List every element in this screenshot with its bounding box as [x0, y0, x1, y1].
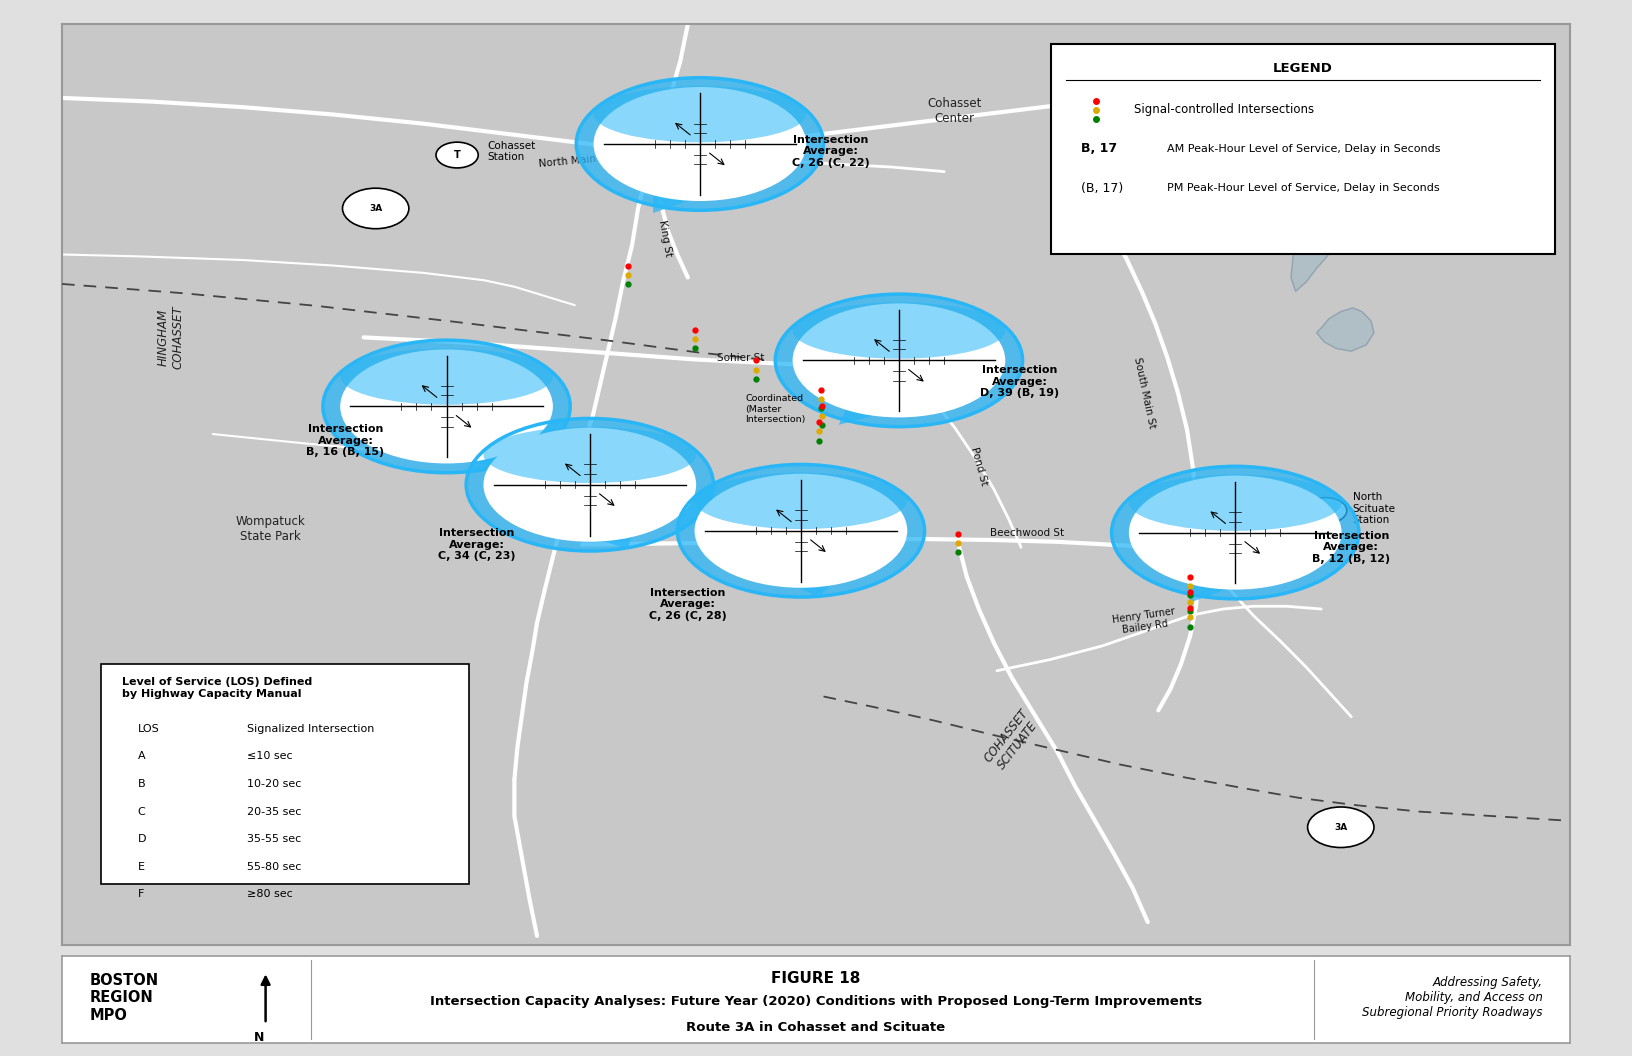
Text: Intersection
Average:
B, 16 (B, 15): Intersection Average: B, 16 (B, 15)	[307, 423, 385, 457]
Text: Intersection
Average:
D, 39 (B, 19): Intersection Average: D, 39 (B, 19)	[979, 365, 1059, 398]
Text: E: E	[137, 862, 144, 872]
Ellipse shape	[695, 473, 907, 529]
Text: King St: King St	[658, 219, 674, 257]
Text: Signalized Intersection: Signalized Intersection	[248, 723, 375, 734]
Ellipse shape	[1111, 467, 1359, 599]
Ellipse shape	[594, 86, 806, 143]
Circle shape	[436, 143, 478, 168]
Text: 3A: 3A	[369, 204, 382, 213]
Text: South Main St: South Main St	[1133, 356, 1157, 429]
Ellipse shape	[594, 87, 806, 201]
Circle shape	[1307, 807, 1374, 848]
Text: Cohasset
Station: Cohasset Station	[488, 140, 535, 163]
Ellipse shape	[1129, 475, 1342, 589]
Text: Pond St: Pond St	[969, 446, 989, 487]
Text: Henry Turner
Bailey Rd: Henry Turner Bailey Rd	[1111, 606, 1178, 636]
Text: AM Peak-Hour Level of Service, Delay in Seconds: AM Peak-Hour Level of Service, Delay in …	[1167, 144, 1441, 153]
Text: King St: King St	[594, 429, 610, 467]
Polygon shape	[754, 567, 849, 597]
Text: Intersection
Average:
C, 34 (C, 23): Intersection Average: C, 34 (C, 23)	[437, 528, 516, 561]
Text: FIGURE 18: FIGURE 18	[772, 970, 860, 986]
Ellipse shape	[677, 465, 925, 597]
Text: T: T	[454, 150, 460, 161]
Polygon shape	[653, 181, 747, 213]
Ellipse shape	[775, 294, 1023, 427]
Text: HINGHAM
COHASSET: HINGHAM COHASSET	[157, 305, 184, 370]
Text: 3A: 3A	[1333, 823, 1348, 832]
Ellipse shape	[339, 348, 553, 404]
Polygon shape	[1188, 569, 1283, 603]
Text: Coordinated
(Master
Intersection): Coordinated (Master Intersection)	[746, 395, 806, 425]
Text: LOS: LOS	[137, 723, 160, 734]
Text: Cohasset
Center: Cohasset Center	[927, 97, 982, 125]
FancyBboxPatch shape	[101, 664, 468, 884]
Ellipse shape	[483, 428, 697, 542]
Text: Intersection Capacity Analyses: Future Year (2020) Conditions with Proposed Long: Intersection Capacity Analyses: Future Y…	[429, 995, 1203, 1007]
Text: F: F	[137, 889, 144, 900]
Text: Level of Service (LOS) Defined
by Highway Capacity Manual: Level of Service (LOS) Defined by Highwa…	[122, 677, 313, 699]
Text: 10-20 sec: 10-20 sec	[248, 779, 302, 789]
Text: Beechwood St: Beechwood St	[991, 528, 1064, 538]
Polygon shape	[1291, 161, 1381, 291]
Ellipse shape	[323, 340, 570, 473]
FancyBboxPatch shape	[1051, 43, 1555, 254]
Text: A: A	[137, 752, 145, 761]
Text: North
Scituate
Station: North Scituate Station	[1353, 492, 1395, 525]
Text: Wompatuck
State Park: Wompatuck State Park	[235, 515, 305, 543]
Circle shape	[1304, 497, 1346, 524]
Text: Intersection
Average:
B, 12 (B, 12): Intersection Average: B, 12 (B, 12)	[1312, 531, 1390, 564]
Text: North Main St: North Main St	[539, 152, 610, 169]
Text: T: T	[1322, 506, 1328, 515]
Ellipse shape	[695, 474, 907, 588]
Ellipse shape	[793, 302, 1005, 359]
Polygon shape	[839, 397, 947, 425]
Ellipse shape	[576, 78, 824, 210]
Text: B, 17: B, 17	[1082, 143, 1118, 155]
Polygon shape	[1317, 308, 1374, 352]
Ellipse shape	[467, 418, 713, 551]
Ellipse shape	[793, 303, 1005, 417]
Text: PM Peak-Hour Level of Service, Delay in Seconds: PM Peak-Hour Level of Service, Delay in …	[1167, 183, 1439, 193]
Text: Signal-controlled Intersections: Signal-controlled Intersections	[1134, 103, 1314, 116]
Text: B: B	[137, 779, 145, 789]
Text: ≤10 sec: ≤10 sec	[248, 752, 294, 761]
Text: N: N	[255, 1031, 264, 1044]
Text: 20-35 sec: 20-35 sec	[248, 807, 302, 816]
Text: (B, 17): (B, 17)	[1082, 182, 1124, 194]
Text: D: D	[137, 834, 145, 844]
Text: Sohier St: Sohier St	[716, 353, 764, 362]
Text: 35-55 sec: 35-55 sec	[248, 834, 302, 844]
Text: 55-80 sec: 55-80 sec	[248, 862, 302, 872]
Ellipse shape	[1129, 474, 1342, 531]
Polygon shape	[543, 522, 636, 549]
Text: Intersection
Average:
C, 26 (C, 28): Intersection Average: C, 26 (C, 28)	[650, 588, 726, 621]
Text: ≥80 sec: ≥80 sec	[248, 889, 294, 900]
Text: COHASSET
SCITUATE: COHASSET SCITUATE	[981, 708, 1043, 774]
Ellipse shape	[483, 427, 697, 483]
Polygon shape	[400, 442, 508, 471]
Text: Addressing Safety,
Mobility, and Access on
Subregional Priority Roadways: Addressing Safety, Mobility, and Access …	[1363, 976, 1542, 1019]
Text: C: C	[137, 807, 145, 816]
Text: Intersection
Average:
C, 26 (C, 22): Intersection Average: C, 26 (C, 22)	[792, 135, 870, 168]
Text: LEGEND: LEGEND	[1273, 62, 1333, 75]
Ellipse shape	[339, 350, 553, 464]
Circle shape	[343, 188, 410, 229]
Text: BOSTON
REGION
MPO: BOSTON REGION MPO	[90, 973, 158, 1022]
Text: Route 3A in Cohasset and Scituate: Route 3A in Cohasset and Scituate	[687, 1021, 945, 1034]
